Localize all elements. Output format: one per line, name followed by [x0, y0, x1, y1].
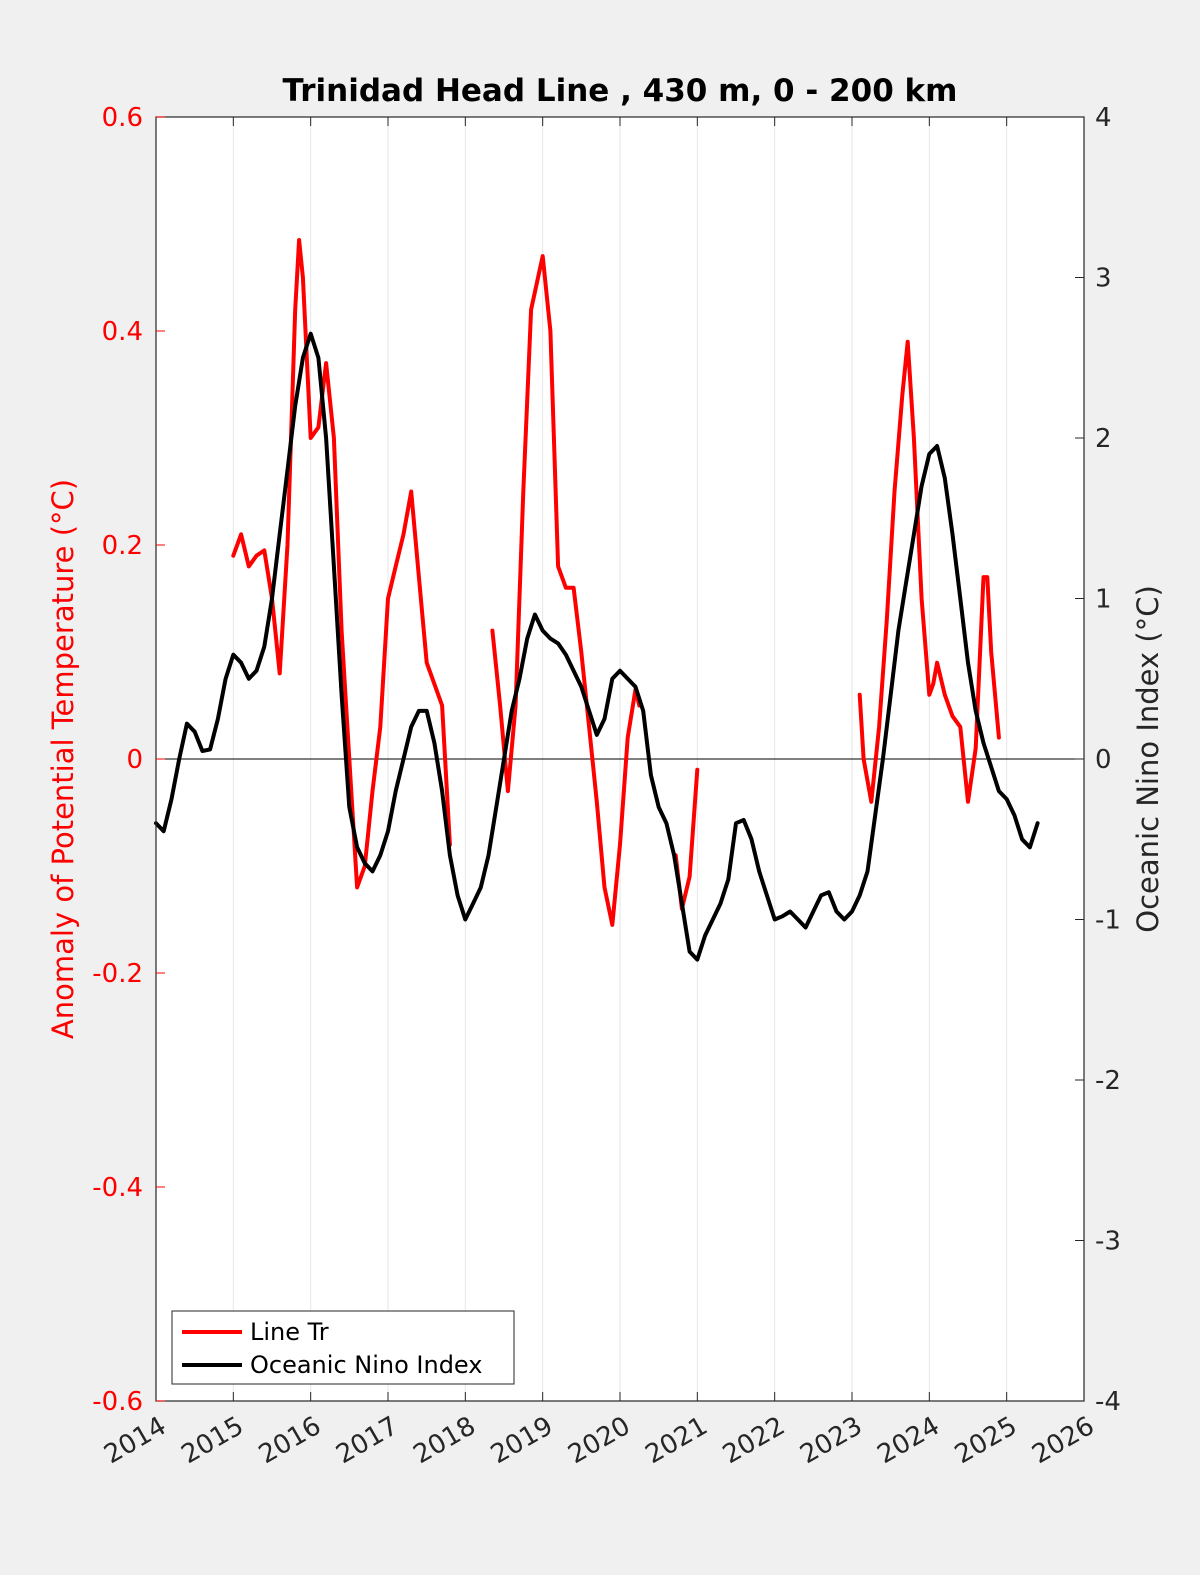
- legend-box: [171, 1310, 515, 1385]
- oni-series: [154, 331, 1040, 962]
- y-right-tick-label: 1: [1095, 585, 1112, 615]
- y-right-tick-label: 3: [1095, 264, 1112, 294]
- y-right-tick-label: 0: [1095, 745, 1112, 775]
- y-right-tick-label: -2: [1095, 1066, 1121, 1096]
- y-left-tick-label: 0.2: [102, 531, 143, 561]
- line-tr-series: [490, 254, 642, 927]
- series-layer: [154, 238, 1040, 962]
- y-right-tick-label: -1: [1095, 906, 1121, 936]
- y-left-tick-label: 0.6: [102, 103, 143, 133]
- y-axis-right-label: Oceanic Nino Index (°C): [1131, 585, 1165, 933]
- y-right-tick-label: -3: [1095, 1227, 1121, 1257]
- y-left-tick-label: -0.4: [92, 1173, 143, 1203]
- y-right-tick-label: 4: [1095, 103, 1112, 133]
- y-left-tick-label: 0: [126, 745, 143, 775]
- y-axis-left-label: Anomaly of Potential Temperature (°C): [46, 479, 80, 1039]
- legend-label-oni: Oceanic Nino Index: [250, 1351, 482, 1379]
- legend-label-line-tr: Line Tr: [250, 1318, 329, 1346]
- y-left-tick-label: -0.6: [92, 1387, 143, 1417]
- chart-title: Trinidad Head Line , 430 m, 0 - 200 km: [283, 73, 958, 109]
- y-left-tick-label: 0.4: [102, 317, 143, 347]
- legend: Line Tr Oceanic Nino Index: [171, 1310, 515, 1385]
- y-right-tick-label: -4: [1095, 1387, 1121, 1417]
- line-tr-series: [231, 238, 452, 890]
- y-left-tick-label: -0.2: [92, 959, 143, 989]
- y-right-tick-label: 2: [1095, 424, 1112, 454]
- line-tr-series: [857, 339, 1001, 804]
